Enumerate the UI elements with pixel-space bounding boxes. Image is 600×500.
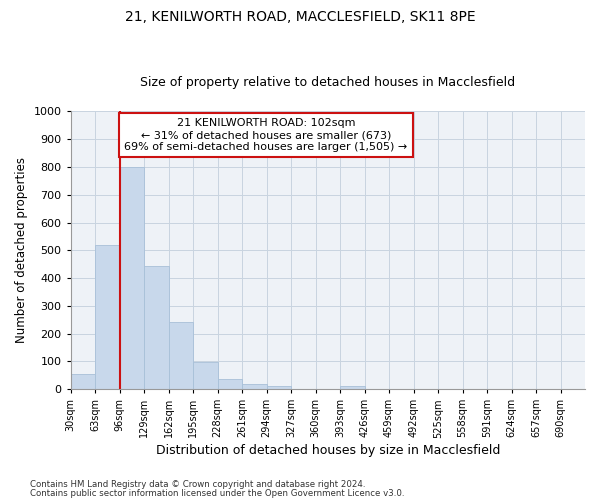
Text: 21, KENILWORTH ROAD, MACCLESFIELD, SK11 8PE: 21, KENILWORTH ROAD, MACCLESFIELD, SK11 … [125, 10, 475, 24]
Bar [119, 167, 144, 389]
Text: 21 KENILWORTH ROAD: 102sqm
← 31% of detached houses are smaller (673)
69% of sem: 21 KENILWORTH ROAD: 102sqm ← 31% of deta… [124, 118, 407, 152]
Bar [144, 266, 169, 389]
Bar [266, 386, 291, 389]
Bar [242, 384, 266, 389]
Bar [95, 244, 119, 389]
X-axis label: Distribution of detached houses by size in Macclesfield: Distribution of detached houses by size … [155, 444, 500, 458]
Bar [193, 362, 218, 389]
Bar [71, 374, 95, 389]
Title: Size of property relative to detached houses in Macclesfield: Size of property relative to detached ho… [140, 76, 515, 90]
Text: Contains HM Land Registry data © Crown copyright and database right 2024.: Contains HM Land Registry data © Crown c… [30, 480, 365, 489]
Text: Contains public sector information licensed under the Open Government Licence v3: Contains public sector information licen… [30, 488, 404, 498]
Bar [340, 386, 365, 389]
Bar [218, 379, 242, 389]
Y-axis label: Number of detached properties: Number of detached properties [15, 158, 28, 344]
Bar [169, 322, 193, 389]
